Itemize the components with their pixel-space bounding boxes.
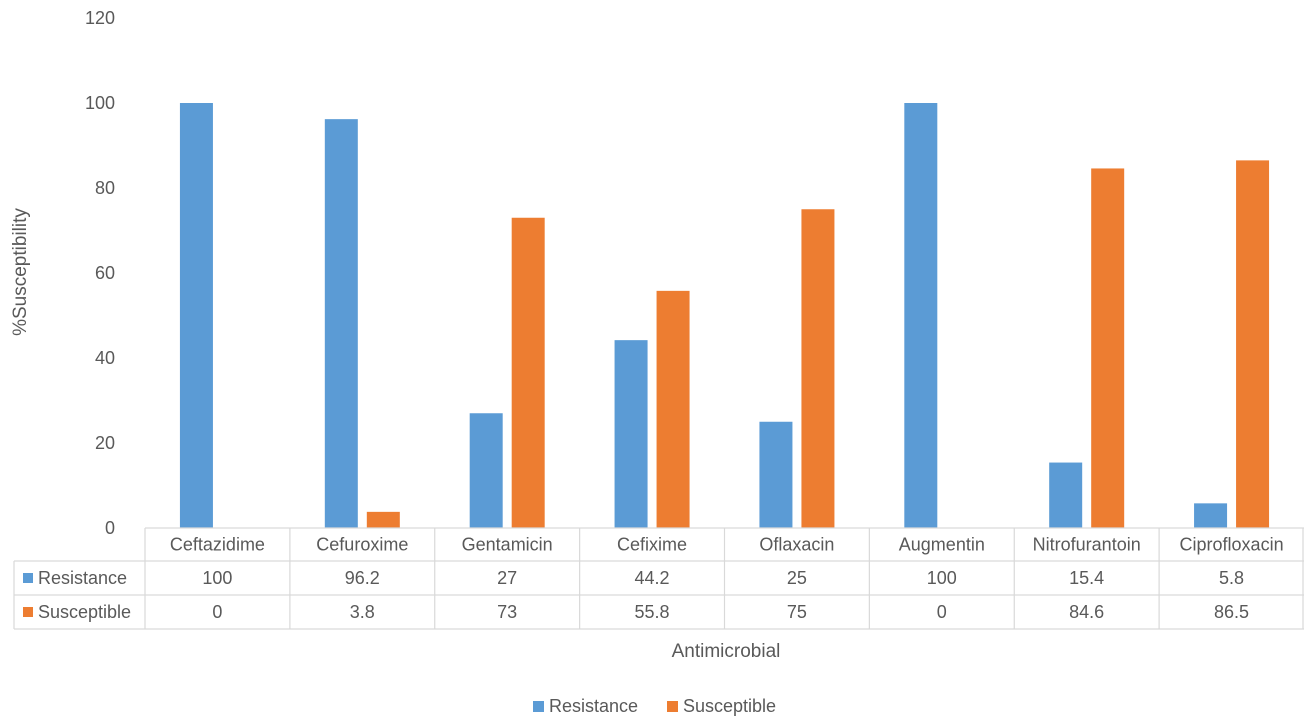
y-axis-title: %Susceptibility [10,208,31,336]
bar-susceptible [801,209,835,528]
table-value: 27 [497,568,517,588]
bar-resistance [324,119,358,529]
bar-susceptible [656,290,690,528]
table-value: 96.2 [345,568,380,588]
table-series-key [23,573,33,583]
table-value: 25 [787,568,807,588]
bar-resistance [614,340,648,528]
category-label: Cefuroxime [316,535,408,555]
table-series-name: Resistance [38,568,127,588]
bar-resistance [759,421,793,528]
legend: Resistance Susceptible [533,696,776,716]
table-value: 100 [202,568,232,588]
table-value: 3.8 [350,602,375,622]
bar-susceptible [1091,168,1125,528]
table-series-key [23,607,33,617]
table-value: 84.6 [1069,602,1104,622]
table-value: 100 [927,568,957,588]
y-tick-label: 0 [105,518,115,538]
table-value: 0 [937,602,947,622]
legend-key [667,701,678,712]
category-label: Oflaxacin [759,535,834,555]
table-value: 44.2 [635,568,670,588]
table-series-name: Susceptible [38,602,131,622]
bar-susceptible [1236,160,1270,528]
bar-resistance [1194,503,1228,528]
bar-resistance [179,103,213,528]
bar-resistance [1049,462,1083,528]
y-tick-label: 20 [95,433,115,453]
y-tick-label: 120 [85,8,115,28]
table-value: 75 [787,602,807,622]
x-axis-title: Antimicrobial [672,641,781,662]
y-tick-label: 40 [95,348,115,368]
category-label: Cefixime [617,535,687,555]
bar-resistance [469,413,503,528]
y-axis: 0 20 40 60 80 100 120 [85,8,115,538]
table-value: 15.4 [1069,568,1104,588]
table-value: 0 [212,602,222,622]
category-label: Ceftazidime [170,535,265,555]
legend-label: Resistance [549,696,638,716]
y-tick-label: 100 [85,93,115,113]
data-table: Ceftazidime Cefuroxime Gentamicin Cefixime O… [13,527,1304,630]
y-tick-label: 60 [95,263,115,283]
category-label: Ciprofloxacin [1180,535,1284,555]
category-label: Augmentin [899,535,985,555]
legend-label: Susceptible [683,696,776,716]
table-value: 55.8 [635,602,670,622]
bar-susceptible [511,217,545,528]
table-value: 73 [497,602,517,622]
table-value: 5.8 [1219,568,1244,588]
category-label: Nitrofurantoin [1033,535,1141,555]
y-tick-label: 80 [95,178,115,198]
bars [179,103,1270,529]
bar-susceptible [366,511,400,528]
table-value: 86.5 [1214,602,1249,622]
category-label: Gentamicin [462,535,553,555]
bar-resistance [904,103,938,528]
legend-key [533,701,544,712]
